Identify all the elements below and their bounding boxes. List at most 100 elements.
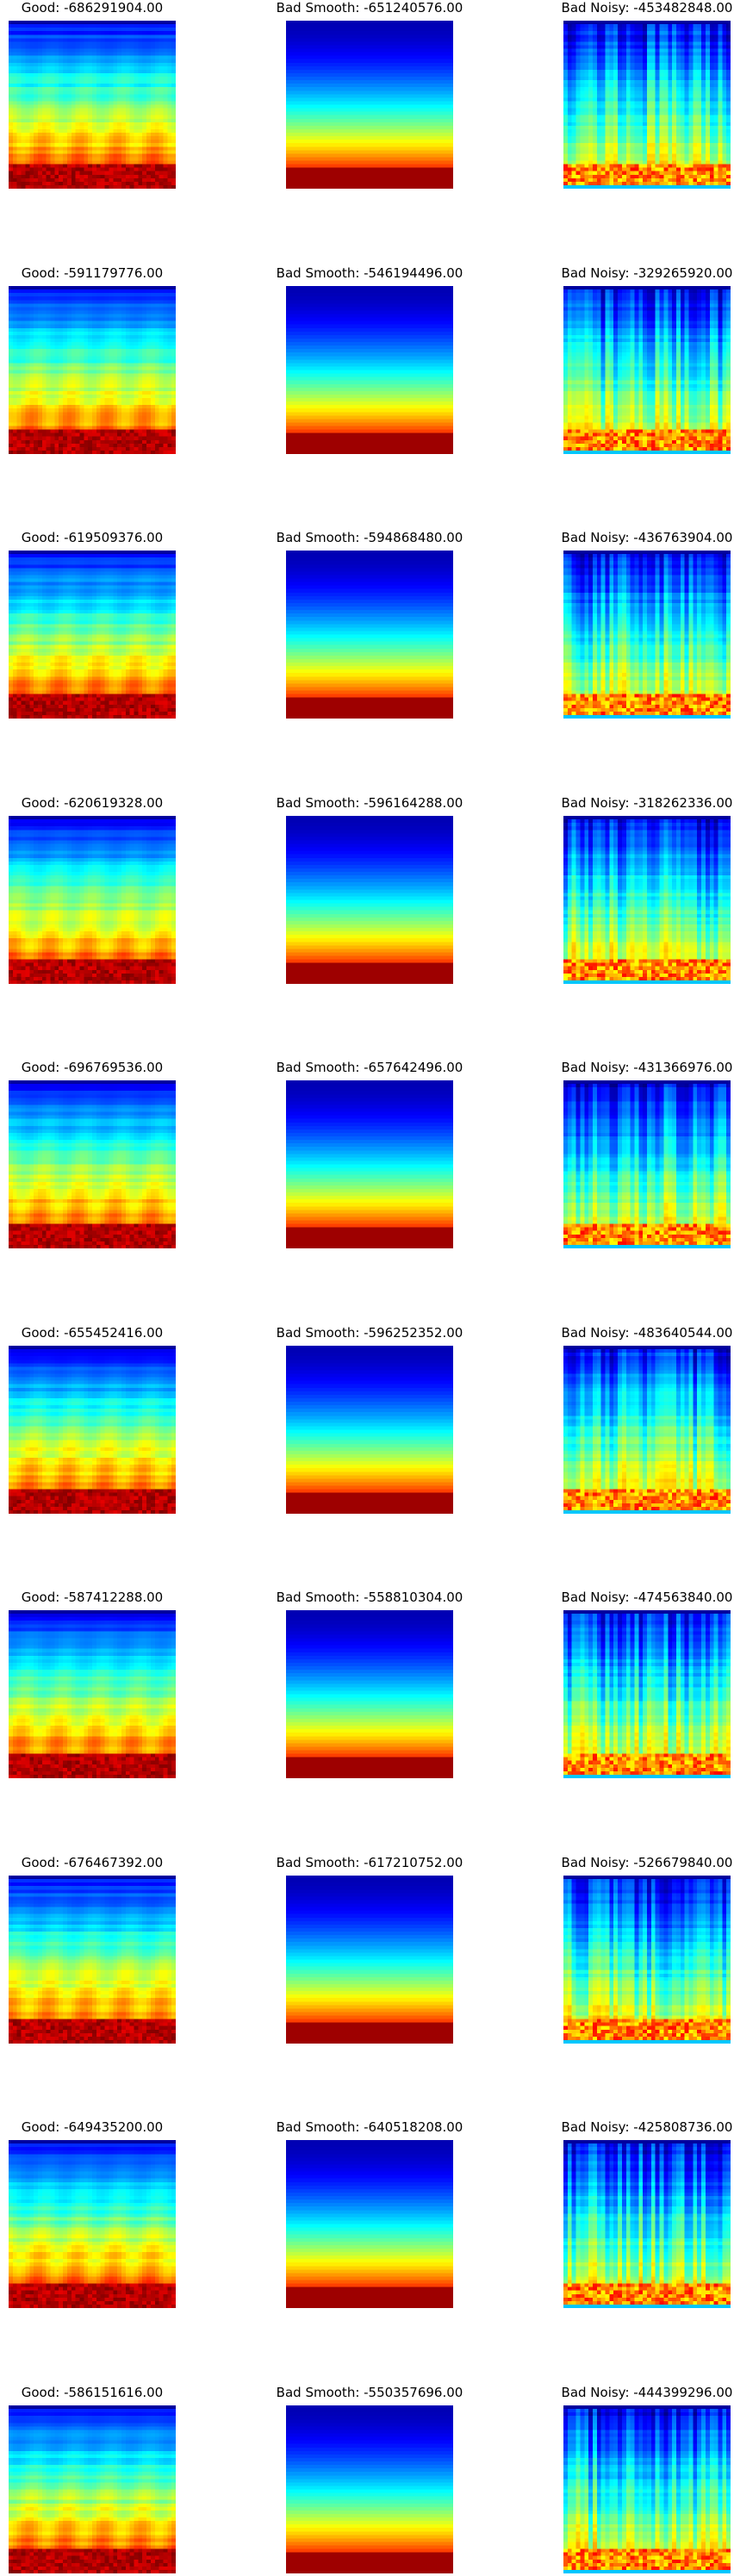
heatmap-cell bbox=[41, 31, 47, 35]
heatmap-cell bbox=[436, 111, 442, 116]
heatmap-cell bbox=[327, 118, 333, 123]
heatmap-cell bbox=[302, 153, 308, 159]
heatmap-cell bbox=[54, 38, 59, 42]
heatmap-cell bbox=[289, 115, 295, 120]
heatmap-cell bbox=[688, 77, 694, 81]
heatmap-cell bbox=[390, 69, 395, 74]
heatmap-cell bbox=[150, 133, 156, 137]
heatmap-cell bbox=[638, 65, 644, 71]
heatmap-cell bbox=[59, 181, 64, 186]
heatmap-cell bbox=[592, 101, 598, 106]
heatmap-cell bbox=[449, 45, 453, 50]
heatmap-cell bbox=[693, 55, 698, 60]
heatmap-cell bbox=[348, 177, 354, 183]
heatmap-cell bbox=[411, 41, 416, 47]
heatmap-cell bbox=[407, 128, 413, 134]
heatmap-cell bbox=[88, 174, 93, 179]
heatmap-cell bbox=[298, 59, 303, 64]
heatmap-cell bbox=[21, 164, 26, 169]
heatmap-cell bbox=[436, 128, 442, 134]
heatmap-cell bbox=[571, 90, 577, 95]
heatmap-cell bbox=[16, 143, 22, 147]
heatmap-cell bbox=[693, 21, 698, 25]
heatmap-cell bbox=[575, 87, 581, 91]
heatmap-cell bbox=[59, 108, 64, 113]
heatmap-cell bbox=[88, 77, 93, 81]
heatmap-cell bbox=[609, 59, 614, 64]
heatmap-cell bbox=[432, 45, 438, 50]
heatmap-cell bbox=[427, 133, 433, 137]
heatmap-cell bbox=[377, 45, 383, 50]
heatmap-cell bbox=[348, 133, 354, 137]
heatmap-cell bbox=[21, 171, 26, 176]
heatmap-cell bbox=[567, 111, 573, 116]
heatmap-cell bbox=[605, 55, 610, 60]
heatmap-cell bbox=[41, 55, 47, 60]
heatmap-cell bbox=[314, 69, 320, 74]
heatmap-cell bbox=[113, 177, 118, 183]
heatmap-cell bbox=[21, 111, 26, 116]
heatmap-cell bbox=[672, 97, 677, 103]
heatmap-cell bbox=[323, 55, 329, 60]
heatmap-cell bbox=[647, 48, 652, 53]
heatmap-cell bbox=[427, 41, 433, 47]
heatmap-cell bbox=[286, 65, 291, 71]
heatmap-cell bbox=[382, 167, 387, 172]
heatmap-cell bbox=[142, 146, 147, 151]
heatmap-cell bbox=[125, 125, 131, 130]
heatmap-cell bbox=[88, 62, 93, 67]
heatmap-cell bbox=[613, 69, 619, 74]
heatmap-cell bbox=[50, 34, 55, 39]
heatmap-cell bbox=[307, 55, 312, 60]
heatmap-cell bbox=[344, 62, 350, 67]
heatmap-cell bbox=[12, 171, 18, 176]
heatmap-cell bbox=[171, 28, 176, 32]
heatmap-cell bbox=[142, 48, 147, 53]
heatmap-cell bbox=[84, 181, 89, 186]
heatmap-cell bbox=[59, 38, 64, 42]
heatmap-cell bbox=[668, 24, 673, 28]
heatmap-cell bbox=[327, 153, 333, 159]
heatmap-cell bbox=[402, 55, 408, 60]
heatmap-cell bbox=[709, 77, 715, 81]
heatmap-cell bbox=[722, 24, 727, 28]
heatmap-cell bbox=[146, 164, 152, 169]
heatmap-cell bbox=[121, 90, 127, 95]
heatmap-cell bbox=[377, 128, 383, 134]
heatmap-cell bbox=[104, 31, 109, 35]
heatmap-cell bbox=[171, 62, 176, 67]
heatmap-cell bbox=[171, 111, 176, 116]
heatmap-cell bbox=[365, 167, 370, 172]
heatmap-cell bbox=[424, 136, 429, 140]
heatmap-cell bbox=[314, 184, 320, 189]
heatmap-cell bbox=[138, 77, 143, 81]
heatmap-cell bbox=[154, 101, 160, 106]
heatmap-cell bbox=[21, 55, 26, 60]
heatmap-cell bbox=[34, 48, 39, 53]
heatmap-cell bbox=[415, 28, 420, 32]
heatmap-cell bbox=[643, 118, 648, 123]
heatmap-cell bbox=[150, 118, 156, 123]
heatmap-cell bbox=[361, 153, 366, 159]
heatmap-cell bbox=[100, 160, 106, 165]
heatmap-cell bbox=[332, 146, 337, 151]
heatmap-cell bbox=[659, 52, 664, 57]
heatmap-cell bbox=[109, 118, 114, 123]
heatmap-cell bbox=[621, 69, 627, 74]
heatmap-cell bbox=[298, 111, 303, 116]
heatmap-cell bbox=[75, 108, 81, 113]
heatmap-cell bbox=[440, 55, 445, 60]
heatmap-cell bbox=[340, 136, 345, 140]
heatmap-cell bbox=[66, 97, 72, 103]
heatmap-cell bbox=[314, 80, 320, 84]
heatmap-cell bbox=[432, 171, 438, 176]
heatmap-cell bbox=[713, 52, 719, 57]
heatmap-cell bbox=[415, 62, 420, 67]
heatmap-cell bbox=[75, 174, 81, 179]
heatmap-cell bbox=[59, 167, 64, 172]
heatmap-cell bbox=[332, 59, 337, 64]
heatmap-cell bbox=[600, 97, 606, 103]
heatmap-cell bbox=[302, 121, 308, 127]
heatmap-cell bbox=[386, 177, 391, 183]
heatmap-cell bbox=[424, 34, 429, 39]
